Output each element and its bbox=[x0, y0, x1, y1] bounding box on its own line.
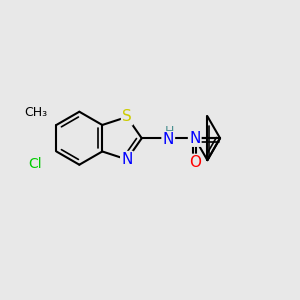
Text: H: H bbox=[165, 125, 174, 138]
Text: CH₃: CH₃ bbox=[24, 106, 47, 119]
Text: N: N bbox=[189, 131, 200, 146]
Text: Cl: Cl bbox=[29, 157, 42, 170]
Text: N: N bbox=[121, 152, 133, 167]
Text: O: O bbox=[189, 155, 201, 170]
Text: N: N bbox=[163, 132, 174, 147]
Text: S: S bbox=[122, 110, 132, 124]
